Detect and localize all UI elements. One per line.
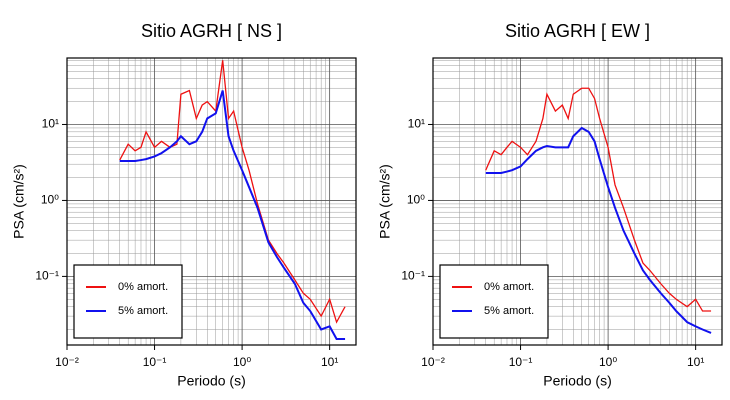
x-axis-label: Periodo (s) [177, 373, 245, 389]
plot-frame [432, 57, 723, 346]
legend-label: 0% amort. [118, 281, 168, 293]
data-line [119, 90, 346, 340]
legend-box [73, 264, 183, 339]
y-tick-label: 10⁰ [41, 193, 59, 207]
chart-panel: Sitio AGRH [ EW ] 10⁻² 10⁻¹ 10⁰ 10¹ 10⁻¹ 10⁰ 10… [377, 21, 723, 389]
chart-title: Sitio AGRH [ EW ] [505, 21, 650, 41]
x-tick-label: 10⁰ [233, 355, 251, 369]
data-line [485, 87, 712, 312]
x-tick-label: 10⁰ [599, 355, 617, 369]
legend-label: 5% amort. [118, 305, 168, 317]
y-axis-label: PSA (cm/s²) [11, 164, 27, 239]
legend-label: 0% amort. [484, 281, 534, 293]
x-tick-label: 10¹ [687, 355, 704, 369]
plot-frame [66, 57, 357, 346]
x-tick-label: 10⁻¹ [509, 355, 533, 369]
legend-box [439, 264, 549, 339]
y-tick-label: 10⁻¹ [401, 269, 425, 283]
x-tick-label: 10⁻¹ [143, 355, 167, 369]
y-tick-label: 10⁰ [407, 193, 425, 207]
y-tick-label: 10¹ [408, 117, 425, 131]
data-line [119, 60, 346, 324]
chart-panel: Sitio AGRH [ NS ] 10⁻² 10⁻¹ 10⁰ 10¹ 10⁻¹ 10⁰ 10… [11, 21, 357, 389]
x-axis-label: Periodo (s) [543, 373, 611, 389]
data-line [485, 126, 712, 334]
x-tick-label: 10⁻² [55, 355, 79, 369]
y-tick-label: 10⁻¹ [35, 269, 59, 283]
chart-title: Sitio AGRH [ NS ] [141, 21, 282, 41]
x-tick-label: 10¹ [321, 355, 338, 369]
y-axis-label: PSA (cm/s²) [377, 164, 393, 239]
x-tick-label: 10⁻² [421, 355, 445, 369]
legend-label: 5% amort. [484, 305, 534, 317]
y-tick-label: 10¹ [42, 117, 59, 131]
